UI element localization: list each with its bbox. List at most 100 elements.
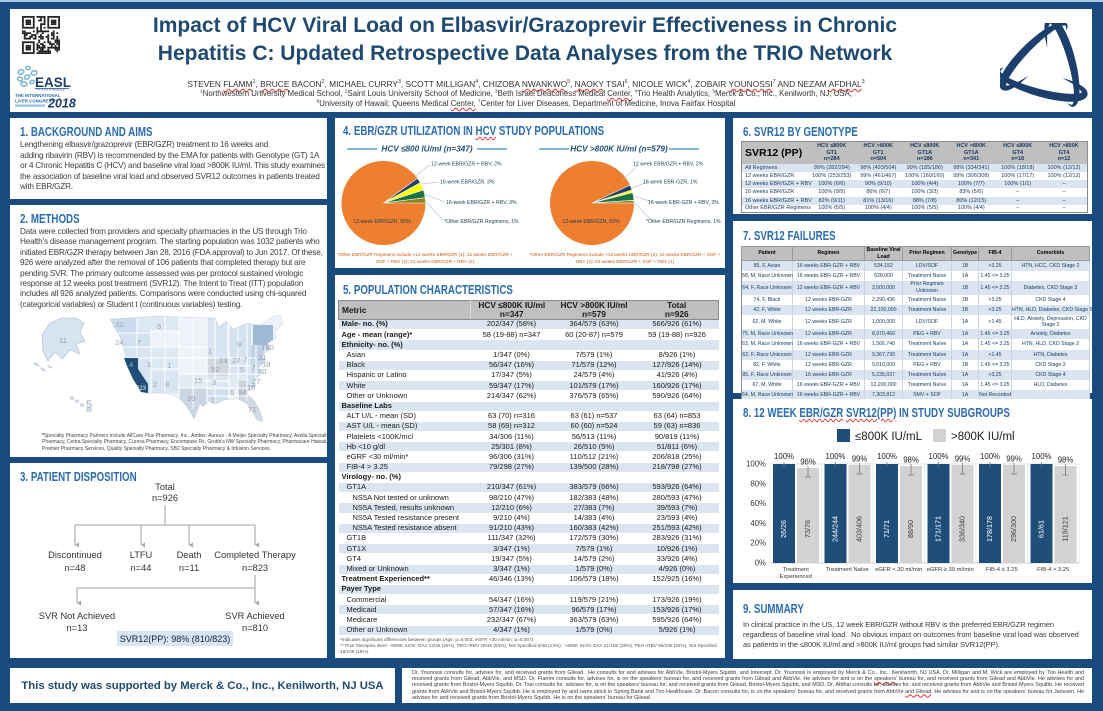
svg-text:eGFR ≥ 30 ml/min: eGFR ≥ 30 ml/min	[927, 567, 974, 573]
svg-text:*Other EBR/GZR Regimens includ: *Other EBR/GZR Regimens include <12 week…	[530, 252, 721, 257]
svg-text:52: 52	[211, 365, 219, 374]
svg-text:12-week EBR/GZR + RBV, 2%: 12-week EBR/GZR + RBV, 2%	[431, 162, 502, 168]
svg-text:94: 94	[238, 388, 246, 397]
svg-text:15: 15	[194, 376, 202, 385]
svg-text:61/61: 61/61	[1036, 520, 1045, 538]
svg-text:99%: 99%	[1006, 455, 1022, 464]
svg-text:27: 27	[252, 377, 260, 386]
svg-text:2018: 2018	[47, 97, 76, 110]
svg-text:12-week EBR/GZR, 93%: 12-week EBR/GZR, 93%	[562, 219, 620, 225]
svg-text:16-week EBR/GZR + RBV, 3%: 16-week EBR/GZR + RBV, 3%	[446, 200, 517, 206]
svg-text:RBV (2); 24 weeks EBR/GZR + SO: RBV (2); 24 weeks EBR/GZR + SOF + RBV (1…	[576, 259, 675, 264]
svg-text:SVR12(PP): 98% (810/823): SVR12(PP): 98% (810/823)	[120, 634, 231, 644]
svg-text:SVR Not Achieved: SVR Not Achieved	[39, 611, 115, 621]
svg-text:SVR Achieved: SVR Achieved	[225, 611, 284, 621]
svg-text:88/90: 88/90	[906, 520, 915, 538]
svg-text:403/406: 403/406	[854, 516, 863, 542]
svg-text:99%: 99%	[955, 455, 971, 464]
svg-text:100%: 100%	[746, 460, 766, 469]
svg-text:140: 140	[261, 343, 274, 352]
svg-text:Treatment: Treatment	[783, 567, 810, 573]
svg-text:223: 223	[136, 386, 147, 392]
svg-text:*Other EBR/GZR Regimens includ: *Other EBR/GZR Regimens include <12 week…	[337, 252, 513, 257]
svg-text:23: 23	[219, 356, 227, 365]
svg-text:99%: 99%	[852, 455, 868, 464]
svg-text:16: 16	[247, 383, 255, 392]
svg-text:70: 70	[258, 367, 266, 376]
svg-text:73/76: 73/76	[803, 520, 812, 538]
svg-text:n=13: n=13	[67, 623, 88, 633]
svg-text:n=926: n=926	[152, 493, 178, 503]
svg-text:100%: 100%	[1032, 452, 1052, 461]
svg-text:THE INTERNATIONAL: THE INTERNATIONAL	[15, 93, 61, 98]
svg-text:96%: 96%	[800, 458, 816, 467]
svg-text:12 week EBR/GZR + RBV, 2%: 12 week EBR/GZR + RBV, 2%	[633, 162, 704, 168]
svg-text:0%: 0%	[755, 559, 766, 568]
svg-text:100%: 100%	[929, 452, 949, 461]
svg-text:11: 11	[59, 336, 67, 345]
svg-text:n=11: n=11	[179, 563, 199, 573]
svg-text:n=44: n=44	[131, 563, 152, 573]
svg-text:*Other EBR/GZR Regimens, 1%: *Other EBR/GZR Regimens, 1%	[646, 219, 721, 225]
svg-text:Total: Total	[155, 482, 175, 492]
svg-text:3: 3	[212, 378, 216, 387]
svg-text:16-week EBR-GZR + RBV, 3%: 16-week EBR-GZR + RBV, 3%	[648, 200, 719, 206]
svg-text:1: 1	[167, 361, 171, 370]
svg-text:98%: 98%	[903, 456, 919, 465]
svg-text:296/300: 296/300	[1009, 516, 1018, 542]
svg-text:40%: 40%	[750, 519, 766, 528]
svg-text:2: 2	[153, 380, 157, 389]
svg-text:244/244: 244/244	[830, 516, 839, 542]
svg-text:The Home of Hepatology: The Home of Hepatology	[36, 88, 66, 92]
svg-text:>800K IU/ml: >800K IU/ml	[951, 431, 1015, 443]
svg-text:*Other EBR/GZR Regimens, 1%: *Other EBR/GZR Regimens, 1%	[444, 219, 519, 225]
svg-text:SOF + RBV (2); 24 weeks EBR/GZ: SOF + RBV (2); 24 weeks EBR/GZR + RBV (2…	[376, 259, 475, 264]
svg-text:HCV ≤800 IU/ml (n=347): HCV ≤800 IU/ml (n=347)	[381, 145, 472, 154]
svg-text:Discontinued: Discontinued	[48, 550, 102, 560]
svg-text:26/26: 26/26	[779, 520, 788, 538]
svg-text:Death: Death	[177, 550, 202, 560]
svg-text:178/178: 178/178	[985, 516, 994, 542]
svg-text:71: 71	[248, 405, 256, 414]
svg-text:9: 9	[237, 340, 241, 349]
svg-text:80%: 80%	[750, 479, 766, 488]
svg-text:20%: 20%	[750, 539, 766, 548]
svg-text:n=810: n=810	[242, 623, 268, 633]
svg-text:EASL: EASL	[35, 75, 71, 90]
svg-text:2: 2	[211, 396, 215, 405]
svg-text:Experienced: Experienced	[780, 574, 812, 580]
svg-text:Treatment Naïve: Treatment Naïve	[826, 567, 869, 573]
svg-text:16-week EBR/GZR, 3%: 16-week EBR/GZR, 3%	[440, 180, 495, 186]
svg-text:100%: 100%	[826, 452, 846, 461]
svg-text:24: 24	[115, 338, 123, 347]
svg-text:1: 1	[208, 347, 212, 356]
svg-text:98%: 98%	[1058, 456, 1074, 465]
svg-text:100%: 100%	[877, 452, 897, 461]
svg-text:100%: 100%	[980, 452, 1000, 461]
svg-text:6: 6	[230, 388, 234, 397]
svg-text:18: 18	[262, 360, 270, 369]
svg-text:n=48: n=48	[65, 563, 86, 573]
svg-text:8: 8	[165, 380, 169, 389]
svg-text:119/121: 119/121	[1060, 516, 1069, 541]
svg-text:60%: 60%	[750, 499, 766, 508]
svg-text:71/71: 71/71	[882, 520, 891, 538]
svg-text:32: 32	[115, 320, 123, 329]
svg-text:Completed Therapy: Completed Therapy	[214, 550, 296, 560]
svg-text:LIVER CONGRESS™: LIVER CONGRESS™	[15, 99, 59, 104]
svg-text:≤800K IU/mL: ≤800K IU/mL	[855, 431, 923, 443]
svg-text:5: 5	[240, 365, 244, 374]
svg-text:336/340: 336/340	[957, 516, 966, 542]
svg-text:100%: 100%	[774, 452, 794, 461]
svg-text:FIB-4 ≤ 3.25: FIB-4 ≤ 3.25	[986, 567, 1018, 573]
svg-text:n=823: n=823	[242, 563, 268, 573]
svg-text:7: 7	[137, 338, 141, 347]
svg-text:16 week EBR-GZR, 1%: 16 week EBR-GZR, 1%	[643, 180, 698, 186]
svg-text:5: 5	[157, 322, 161, 331]
svg-text:27: 27	[232, 356, 240, 365]
svg-text:7: 7	[251, 363, 255, 372]
svg-text:12-week EBR/GZR, 90%: 12-week EBR/GZR, 90%	[353, 219, 411, 225]
svg-text:FIB-4 > 3.25: FIB-4 > 3.25	[1037, 567, 1069, 573]
svg-text:7: 7	[243, 355, 247, 364]
svg-text:39: 39	[187, 394, 195, 403]
